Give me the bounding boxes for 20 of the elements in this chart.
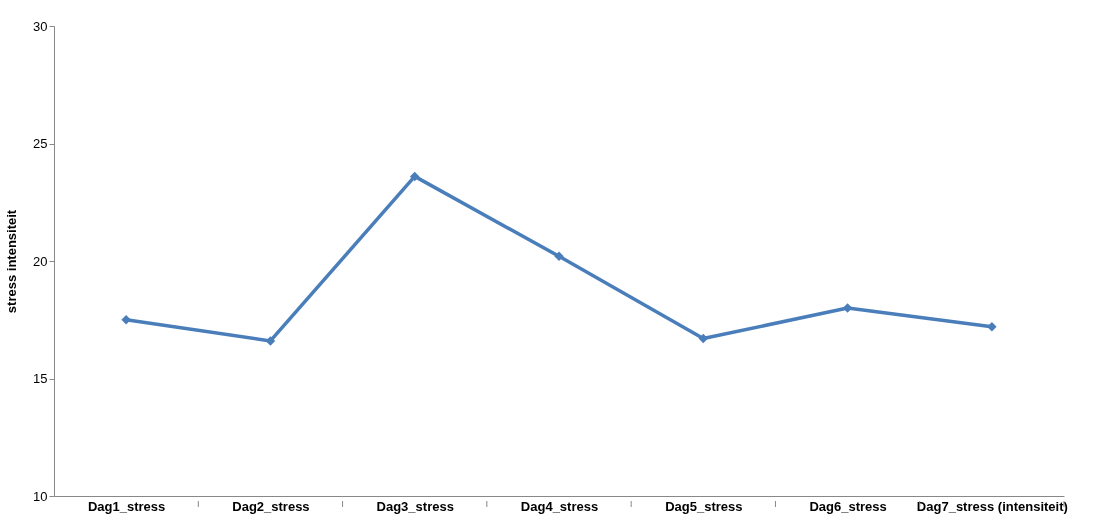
y-tick-label: 10 xyxy=(33,488,48,504)
point xyxy=(121,315,131,325)
point xyxy=(987,322,997,332)
x-tick-label: Dag1_stress xyxy=(87,498,166,514)
x-tick-label: Dag4_stress xyxy=(520,498,599,514)
y-axis-title: stress intensiteit xyxy=(4,209,20,314)
point xyxy=(842,303,853,313)
x-tick-label: Dag7_stress (intensiteit) xyxy=(916,498,1068,514)
x-tick-label: Dag5_stress xyxy=(665,498,743,514)
point xyxy=(265,336,276,346)
y-tick-label: 30 xyxy=(33,18,48,34)
y-tick-label: 25 xyxy=(33,136,48,151)
point xyxy=(409,171,420,182)
x-tick-label: Dag2_stress xyxy=(232,498,310,514)
point xyxy=(698,333,709,344)
x-tick-label: Dag3_stress xyxy=(376,498,454,514)
y-tick-label: 15 xyxy=(33,371,48,386)
x-tick-label: Dag6_stress xyxy=(809,498,887,514)
point xyxy=(554,251,564,262)
y-tick-label: 20 xyxy=(33,253,48,269)
